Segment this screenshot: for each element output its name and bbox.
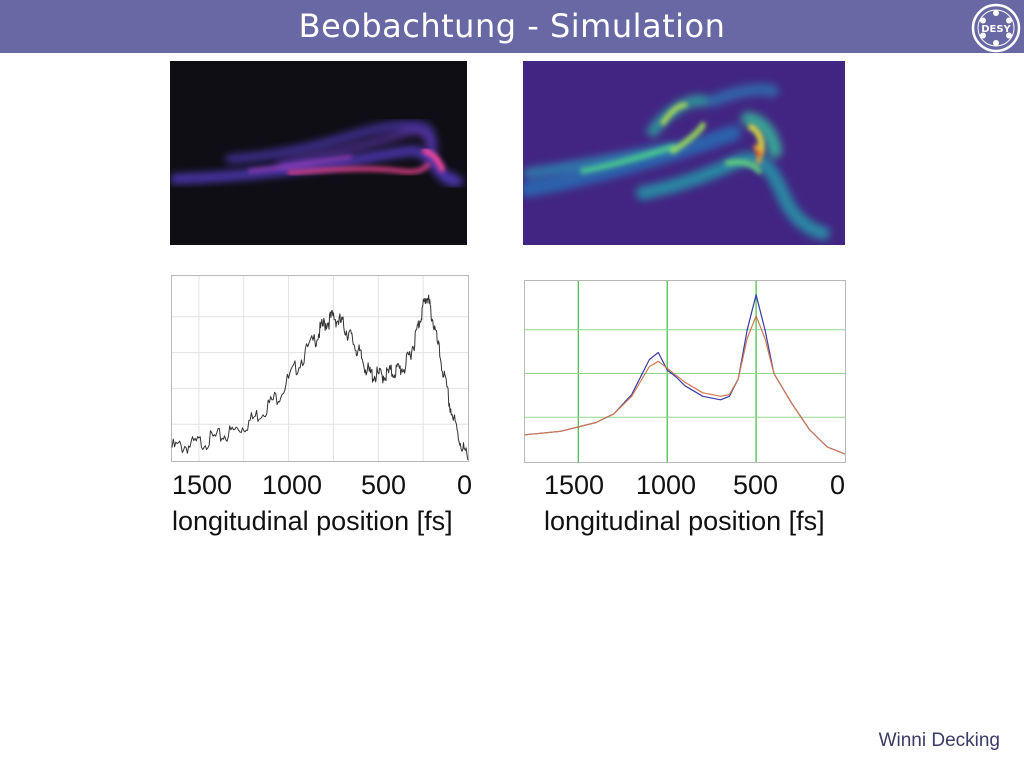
chart0-xlabel: longitudinal position [fs] bbox=[172, 506, 453, 536]
plot-frame bbox=[524, 280, 846, 463]
page-title: Beobachtung - Simulation bbox=[298, 7, 726, 45]
observed-phase-space-image bbox=[170, 61, 467, 245]
chart0-tick-1500: 1500 bbox=[172, 470, 233, 500]
simulated-phase-space-image bbox=[523, 61, 845, 245]
title-bar bbox=[0, 0, 1024, 53]
chart1-tick-1500: 1500 bbox=[544, 470, 605, 500]
chart0-tick-500: 500 bbox=[361, 470, 407, 500]
simulated-profile-chart bbox=[524, 280, 846, 463]
desy-logo-icon: DESY bbox=[971, 3, 1021, 53]
observed-profile-chart bbox=[171, 275, 469, 462]
chart1-xlabel: longitudinal position [fs] bbox=[544, 506, 825, 536]
chart0-tick-1000: 1000 bbox=[262, 470, 323, 500]
plot-frame bbox=[171, 275, 469, 462]
chart0-tick-0: 0 bbox=[457, 470, 473, 500]
series-line-0 bbox=[171, 294, 469, 461]
desy-logo-text: DESY bbox=[981, 24, 1011, 35]
chart1-tick-500: 500 bbox=[733, 470, 779, 500]
chart1-tick-1000: 1000 bbox=[636, 470, 697, 500]
chart1-tick-0: 0 bbox=[830, 470, 846, 500]
footer-author: Winni Decking bbox=[878, 730, 1000, 751]
series-line-1 bbox=[524, 315, 846, 455]
